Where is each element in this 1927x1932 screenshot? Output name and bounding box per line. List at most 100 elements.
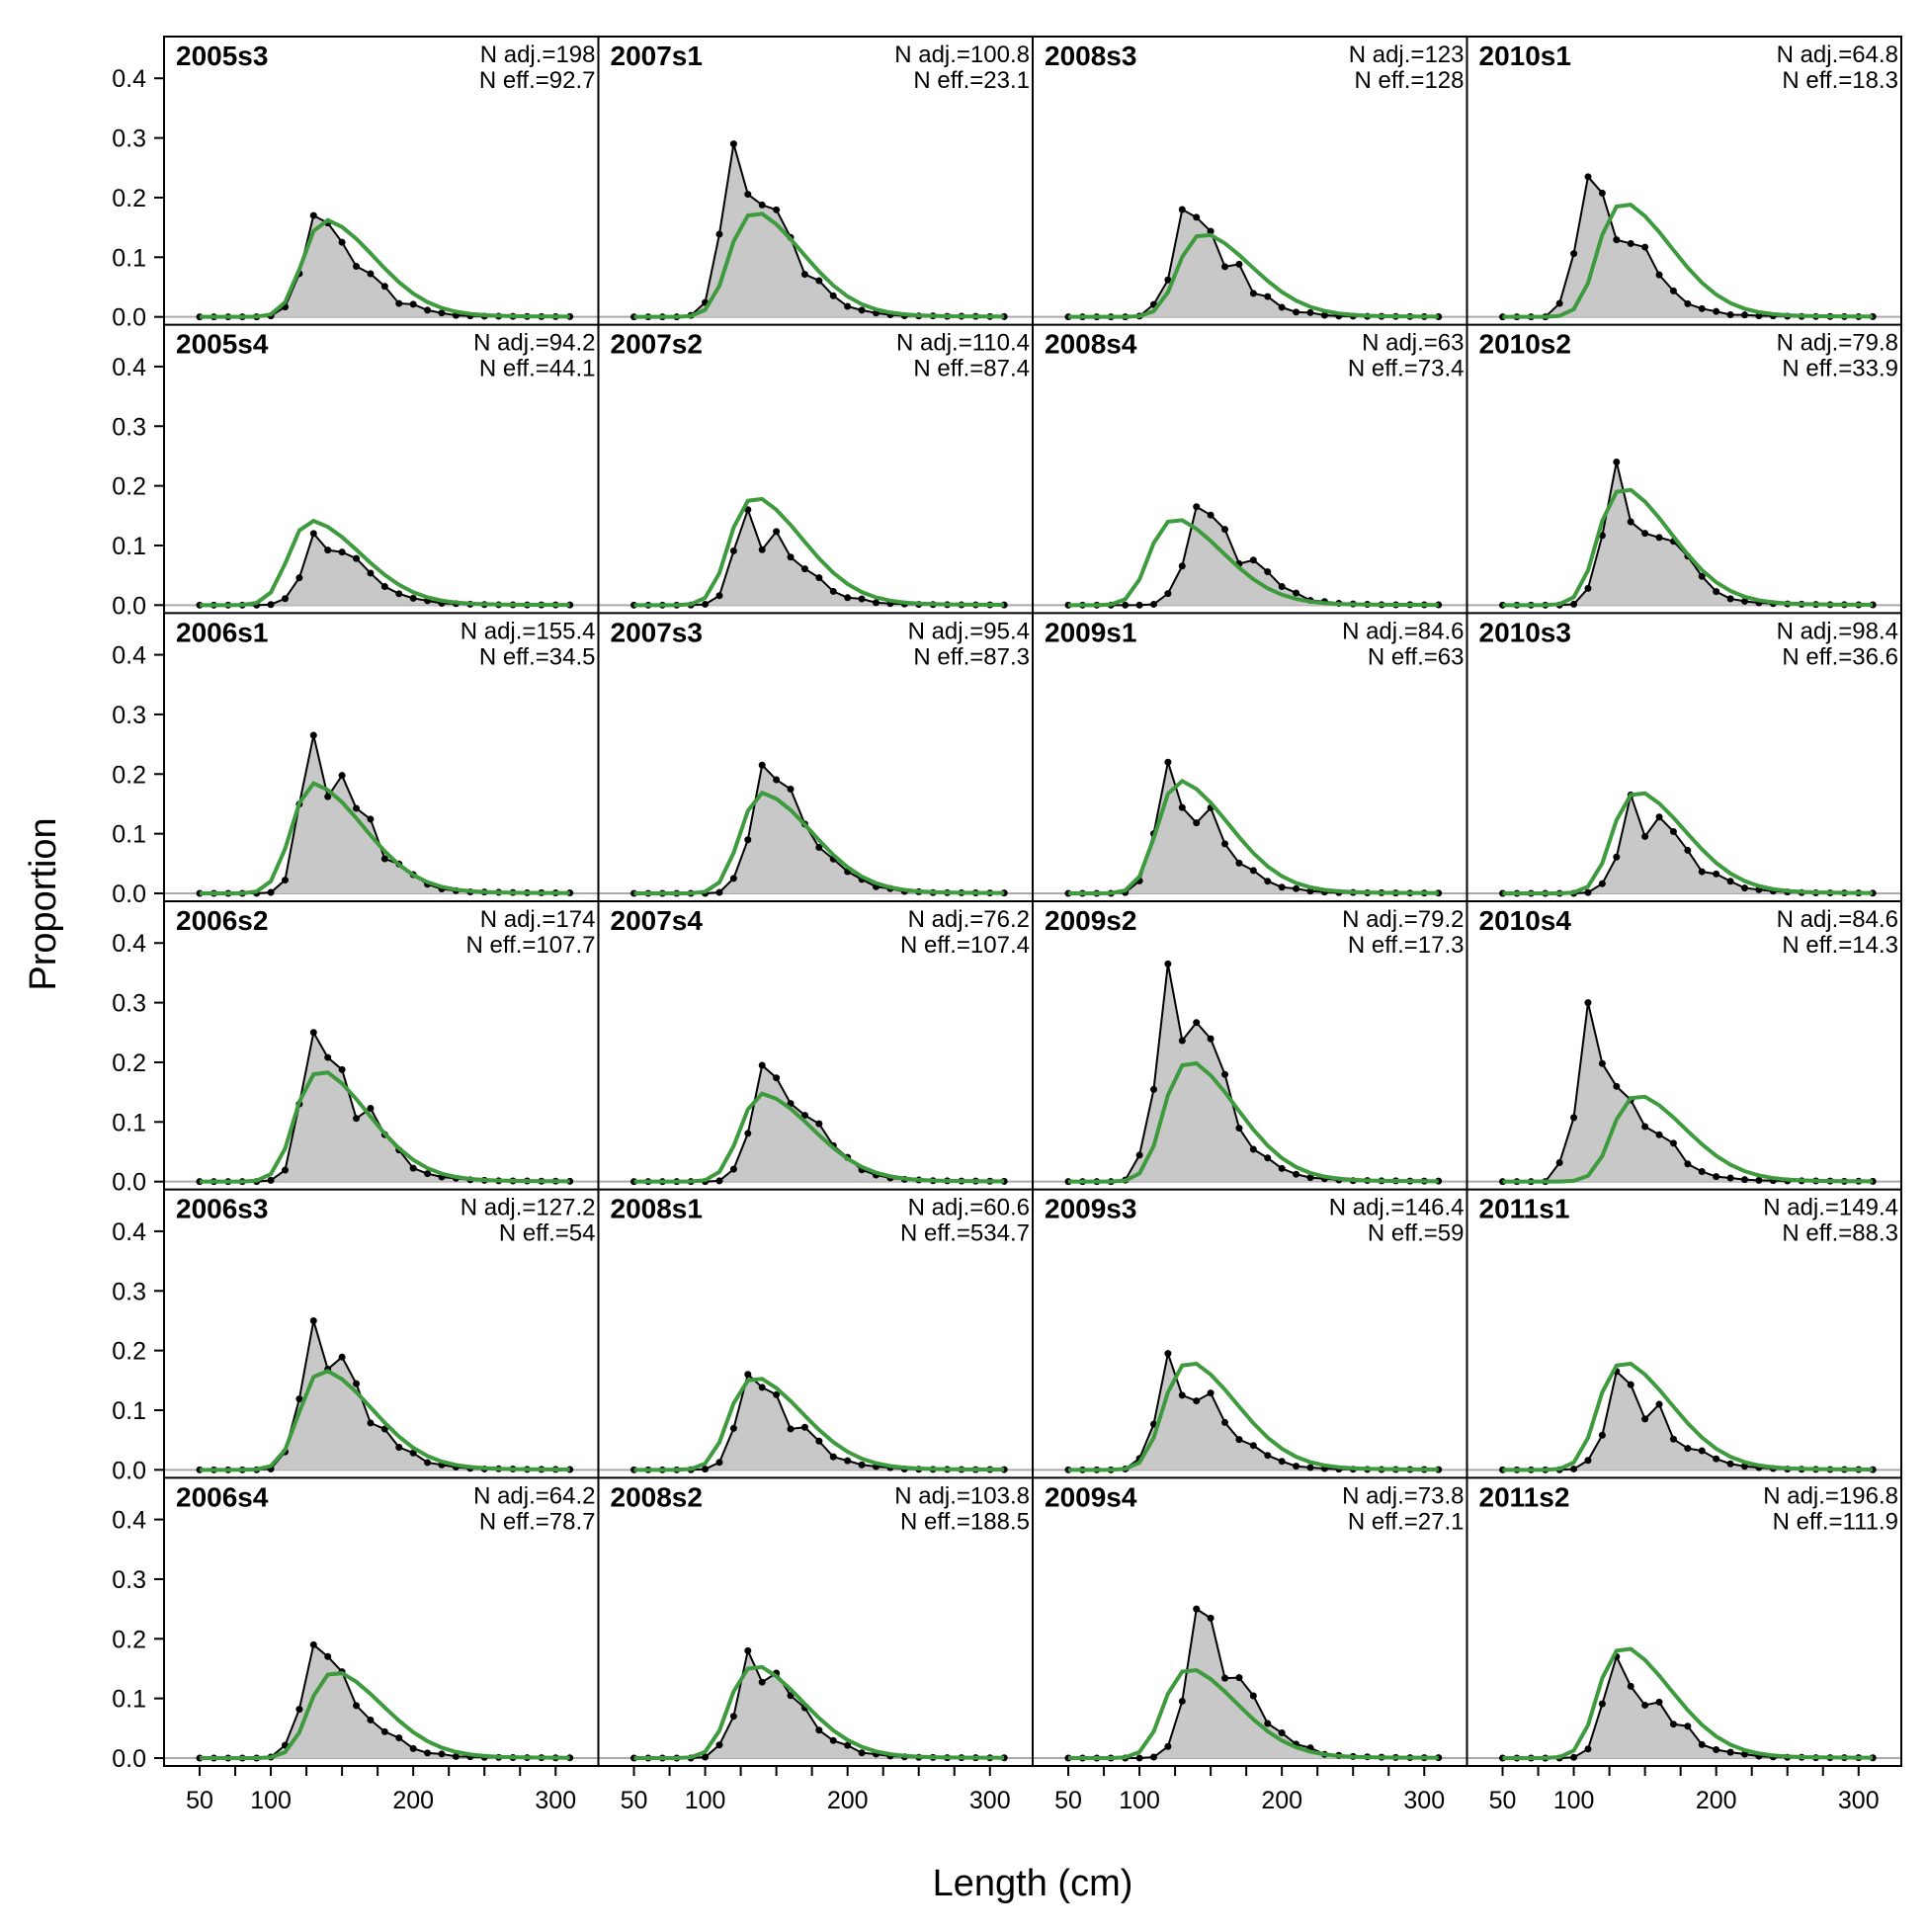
observed-area xyxy=(1068,210,1439,317)
observed-area xyxy=(1068,1609,1439,1758)
observed-point xyxy=(353,1702,361,1710)
observed-point xyxy=(844,302,852,310)
y-tick-label: 0.0 xyxy=(112,1457,146,1484)
observed-area xyxy=(1502,795,1874,893)
observed-point xyxy=(1264,1720,1272,1727)
observed-point xyxy=(1264,293,1272,300)
observed-point xyxy=(1726,878,1734,885)
observed-point xyxy=(338,1353,346,1361)
observed-point xyxy=(1249,867,1257,875)
panel-n-adj: N adj.=100.8 xyxy=(894,42,1030,68)
observed-point xyxy=(1164,1350,1172,1358)
panel-2011s1: 2011s1 N adj.=149.4N eff.=88.3 xyxy=(1466,1194,1901,1473)
observed-point xyxy=(1293,589,1300,597)
observed-point xyxy=(1164,590,1172,598)
observed-point xyxy=(1164,758,1172,766)
observed-point xyxy=(1740,311,1748,319)
observed-point xyxy=(1713,870,1720,878)
observed-area xyxy=(633,509,1005,606)
observed-point xyxy=(438,1750,446,1758)
observed-point xyxy=(744,191,752,199)
y-tick-label: 0.4 xyxy=(112,354,146,381)
panel-n-eff: N eff.=87.3 xyxy=(913,643,1030,670)
observed-point xyxy=(409,1744,417,1752)
observed-point xyxy=(815,277,823,285)
observed-point xyxy=(1740,1463,1748,1470)
expected-line xyxy=(200,781,570,895)
y-tick-label: 0.4 xyxy=(112,930,146,958)
observed-area xyxy=(1502,176,1874,317)
observed-point xyxy=(1655,1698,1663,1706)
observed-point xyxy=(395,1734,403,1742)
panel-n-eff: N eff.=63 xyxy=(1368,643,1465,670)
y-tick-label: 0.0 xyxy=(112,304,146,332)
observed-area xyxy=(1502,1002,1874,1182)
observed-point xyxy=(815,1726,823,1734)
observed-point xyxy=(858,1461,866,1469)
panel-n-adj: N adj.=84.6 xyxy=(1777,906,1898,933)
observed-point xyxy=(773,206,781,213)
panel-n-adj: N adj.=149.4 xyxy=(1763,1195,1898,1221)
observed-point xyxy=(1698,868,1706,876)
observed-point xyxy=(1684,1445,1692,1453)
x-tick-label: 200 xyxy=(1261,1787,1302,1814)
observed-point xyxy=(1570,1465,1578,1472)
observed-point xyxy=(1684,846,1692,854)
observed-point xyxy=(1584,888,1592,896)
observed-point xyxy=(1249,1442,1257,1450)
expected-line xyxy=(1502,1361,1874,1472)
observed-point xyxy=(452,1752,460,1760)
observed-point xyxy=(702,1753,710,1761)
observed-point xyxy=(338,548,346,556)
observed-point xyxy=(1570,600,1578,608)
observed-point xyxy=(858,595,866,603)
panel-n-eff: N eff.=107.4 xyxy=(900,932,1030,959)
y-tick-label: 0.3 xyxy=(112,702,146,729)
observed-point xyxy=(1264,568,1272,576)
observed-point xyxy=(1584,1745,1592,1753)
observed-point xyxy=(715,888,723,896)
observed-point xyxy=(395,590,403,598)
observed-point xyxy=(1235,859,1243,867)
observed-area xyxy=(1502,1656,1874,1758)
observed-point xyxy=(744,1646,752,1654)
panel-n-eff: N eff.=107.7 xyxy=(466,932,596,959)
observed-point xyxy=(1135,1151,1143,1159)
y-tick-label: 0.3 xyxy=(112,126,146,153)
observed-point xyxy=(744,1130,752,1137)
y-axis-title: Proportion xyxy=(23,817,64,990)
panel-n-eff: N eff.=59 xyxy=(1368,1220,1465,1247)
expected-line xyxy=(1502,487,1874,608)
observed-point xyxy=(800,1423,808,1431)
observed-point xyxy=(1207,1614,1215,1622)
observed-point xyxy=(295,574,303,582)
observed-point xyxy=(1669,1721,1677,1728)
observed-point xyxy=(395,1443,403,1451)
panel-n-eff: N eff.=33.9 xyxy=(1782,356,1898,382)
observed-point xyxy=(815,844,823,852)
expected-line xyxy=(1502,1094,1874,1184)
panel-2010s1: 2010s1 N adj.=64.8N eff.=18.3 xyxy=(1466,41,1901,321)
panel-n-eff: N eff.=44.1 xyxy=(479,356,596,382)
observed-point xyxy=(309,1640,317,1648)
observed-point xyxy=(729,140,737,148)
observed-point xyxy=(1726,595,1734,603)
panel-n-adj: N adj.=110.4 xyxy=(896,330,1030,357)
observed-point xyxy=(1293,1170,1300,1178)
observed-point xyxy=(353,804,361,812)
x-axis-title: Length (cm) xyxy=(933,1863,1133,1904)
observed-point xyxy=(1598,1059,1606,1067)
panel-n-adj: N adj.=94.2 xyxy=(473,330,595,357)
observed-point xyxy=(338,1065,346,1073)
expected-line xyxy=(633,1377,1005,1472)
observed-point xyxy=(1641,243,1649,251)
observed-point xyxy=(1655,534,1663,542)
observed-point xyxy=(1669,827,1677,835)
panel-label: 2007s2 xyxy=(611,329,703,360)
observed-point xyxy=(309,1316,317,1324)
observed-point xyxy=(1207,1389,1215,1397)
panel-2011s2: 2011s2 N adj.=196.8N eff.=111.9 xyxy=(1466,1481,1901,1762)
panel-n-eff: N eff.=27.1 xyxy=(1348,1508,1465,1535)
panel-2009s2: 2009s2 N adj.=79.2N eff.=17.3 xyxy=(1033,905,1467,1186)
y-tick-label: 0.0 xyxy=(112,592,146,620)
